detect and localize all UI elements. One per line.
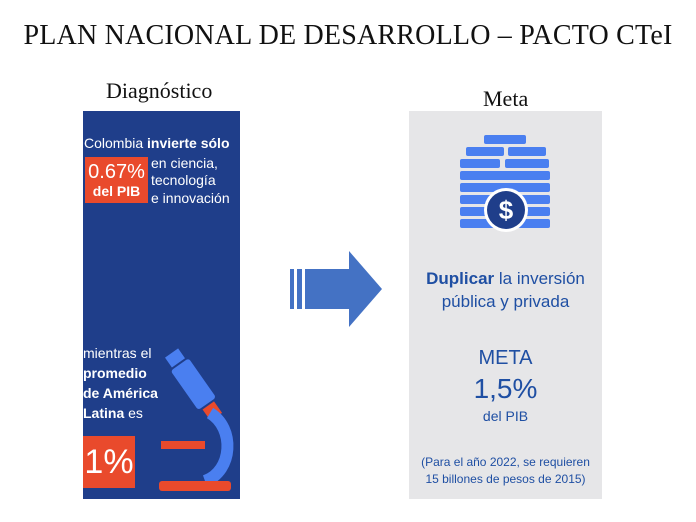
- latina-text: Latina: [83, 405, 125, 421]
- science-text: en ciencia,: [151, 155, 218, 171]
- meta-unit: del PIB: [482, 408, 529, 424]
- technology-text: tecnología: [151, 172, 216, 188]
- diagnostico-panel: Colombia invierte sólo 0.67% del PIB en …: [83, 111, 240, 499]
- note-line-1: (Para el año 2022, se requieren: [421, 455, 590, 469]
- promedio-line: promedio: [83, 365, 147, 381]
- duplicar-text: Duplicar la inversión: [409, 269, 602, 289]
- meta-heading: META: [478, 347, 533, 369]
- invierte-solo-text: invierte sólo: [147, 135, 230, 151]
- meta-label: Meta: [483, 86, 529, 111]
- money-coins-icon: $: [460, 135, 550, 232]
- svg-text:$: $: [499, 195, 514, 225]
- innovation-text: e innovación: [151, 190, 230, 206]
- colombia-text: Colombia: [84, 135, 148, 151]
- microscope-icon: [159, 348, 234, 491]
- meta-value: 1,5%: [473, 373, 538, 404]
- america-line: de América: [83, 385, 158, 401]
- latam-percentage-badge: 1%: [83, 436, 135, 488]
- meta-panel: $ Duplicar la inversión pública y privad…: [409, 111, 602, 499]
- right-arrow-icon: [290, 251, 382, 327]
- publica-privada-text: pública y privada: [441, 292, 570, 311]
- es-text: es: [124, 405, 143, 421]
- inversion-text: la inversión: [494, 269, 585, 288]
- percentage-badge: 0.67% del PIB: [85, 157, 148, 203]
- note-line-2: 15 billones de pesos de 2015): [425, 472, 586, 486]
- latam-comparison-text: mientras el promedio de América Latina e…: [83, 343, 158, 423]
- percentage-unit: del PIB: [92, 183, 141, 199]
- colombia-invests-text: Colombia invierte sólo: [84, 135, 230, 152]
- diagnostico-label: Diagnóstico: [106, 78, 213, 103]
- duplicar-bold: Duplicar: [426, 269, 495, 288]
- latam-percentage-value: 1%: [84, 442, 134, 481]
- percentage-value: 0.67%: [88, 161, 145, 183]
- page-title: PLAN NACIONAL DE DESARROLLO – PACTO CTeI: [23, 20, 673, 51]
- mientras-line: mientras el: [83, 345, 152, 361]
